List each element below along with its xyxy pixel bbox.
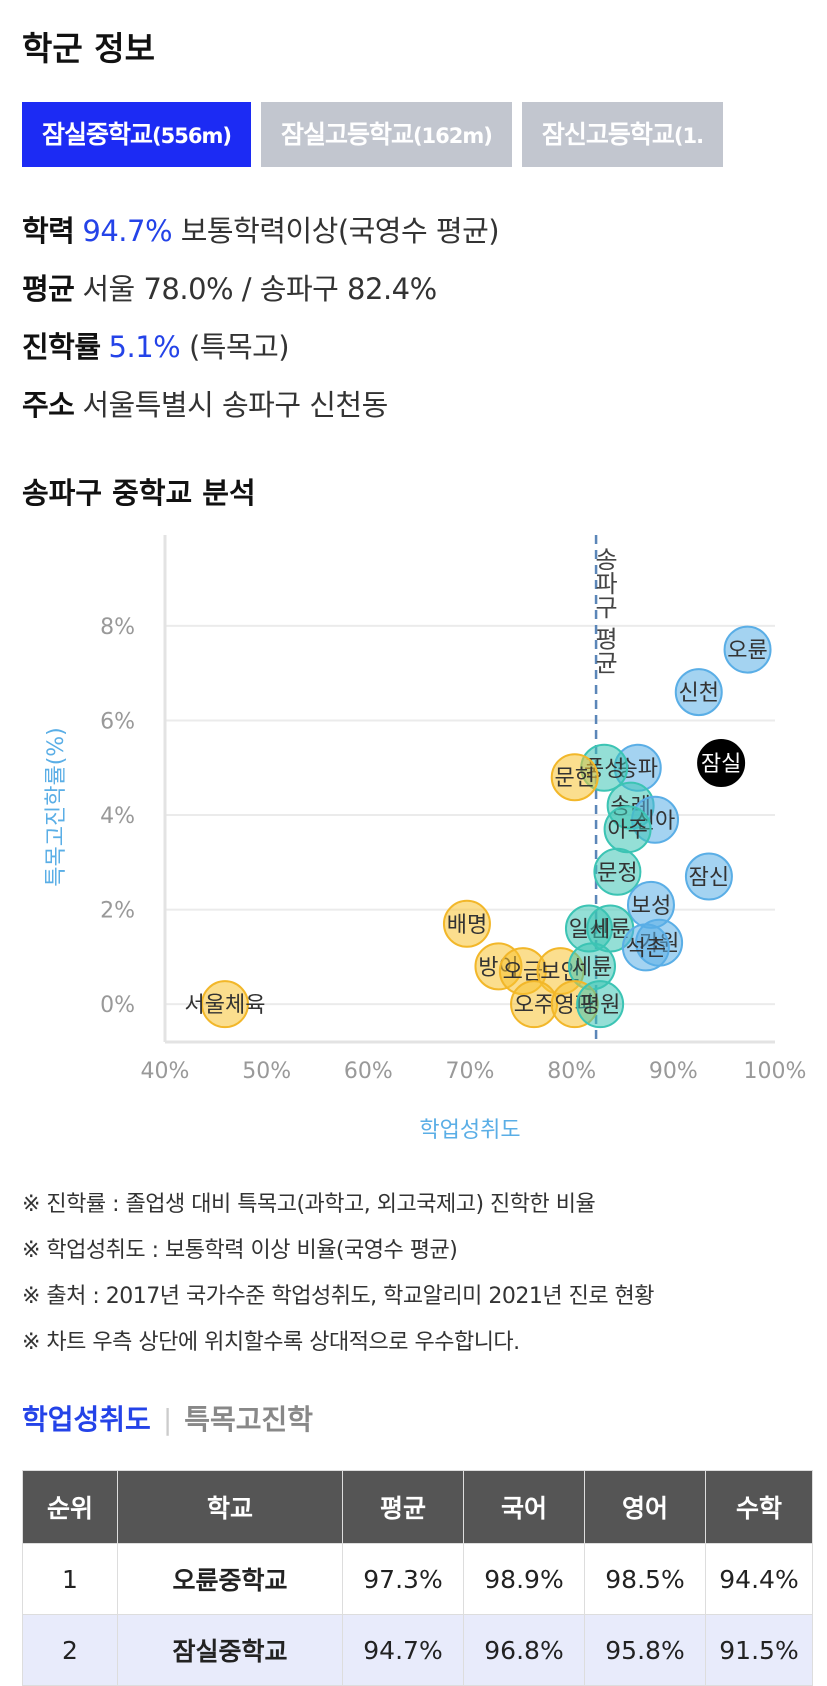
- data-point-label: 신천: [679, 681, 719, 706]
- data-point: [723, 625, 772, 674]
- x-tick-label: 70%: [446, 1059, 495, 1084]
- col-korean: 국어: [463, 1470, 585, 1544]
- note-item: ※ 출처 : 2017년 국가수준 학업성취도, 학교알리미 2021년 진로 …: [22, 1284, 655, 1309]
- table-row: 2 잠실중학교 94.7% 96.8% 95.8% 91.5%: [22, 1614, 813, 1686]
- note-item: ※ 진학률 : 졸업생 대비 특목고(과학고, 외고국제고) 진학한 비율: [22, 1192, 596, 1217]
- y-tick-label: 6%: [100, 709, 135, 734]
- average-label: 평균: [22, 272, 75, 306]
- y-tick-label: 8%: [100, 615, 135, 640]
- x-tick-label: 40%: [141, 1059, 190, 1084]
- tab-name: 잠실중학교: [42, 120, 153, 149]
- cell-korean: 96.8%: [463, 1614, 585, 1686]
- data-point-label: 세륜: [572, 955, 612, 980]
- cell-english: 95.8%: [584, 1614, 706, 1686]
- x-tick-label: 50%: [242, 1059, 291, 1084]
- data-point: [442, 899, 491, 948]
- y-axis-label: 특목고진학률(%): [44, 727, 69, 887]
- y-tick-label: 4%: [100, 804, 135, 829]
- note-item: ※ 학업성취도 : 보통학력 이상 비율(국영수 평균): [22, 1238, 458, 1263]
- x-axis-label: 학업성취도: [419, 1118, 520, 1143]
- table-row: 1 오륜중학교 97.3% 98.9% 98.5% 94.4%: [22, 1543, 813, 1615]
- cell-math: 91.5%: [705, 1614, 813, 1686]
- academic-value: 94.7%: [82, 214, 173, 248]
- data-point-label: 오주: [514, 993, 554, 1018]
- reference-line-label: 송파구 평균: [590, 547, 618, 675]
- tab-distance: (162m): [412, 124, 493, 148]
- data-point-label: 평원: [580, 993, 620, 1018]
- note-item: ※ 차트 우측 상단에 위치할수록 상대적으로 우수합니다.: [22, 1330, 520, 1355]
- scatter-chart: 0%2%4%6%8%40% 50% 60% 70% 80% 90% 100% 송파구 평균 …: [44, 535, 806, 1143]
- tab-jamsin-high[interactable]: 잠신고등학교(1.: [521, 102, 724, 167]
- subtab-academic[interactable]: 학업성취도: [22, 1403, 151, 1436]
- x-tick-label: 90%: [649, 1059, 698, 1084]
- rate-value: 5.1%: [108, 330, 181, 364]
- tab-jamsil-high[interactable]: 잠실고등학교(162m): [260, 102, 512, 167]
- analysis-title: 송파구 중학교 분석: [22, 476, 256, 510]
- chart-axes: 0% 2% 4% 6% 8% 40% 50% 60% 70% 80% 90% 100%: [100, 535, 806, 1084]
- address-row: 주소 서울특별시 송파구 신천동: [22, 382, 388, 424]
- subtab-separator: |: [162, 1403, 173, 1436]
- data-point: [200, 980, 249, 1029]
- cell-korean: 98.9%: [463, 1543, 585, 1615]
- data-point-label: 문정: [597, 861, 637, 886]
- data-point: [576, 980, 625, 1029]
- col-school: 학교: [117, 1470, 343, 1544]
- data-point-label: 보성: [631, 894, 671, 919]
- average-row: 평균 서울 78.0% / 송파구 82.4%: [22, 266, 437, 308]
- data-point-label: 배명: [447, 913, 487, 938]
- academic-desc: 보통학력이상(국영수 평균): [180, 214, 500, 248]
- rate-row: 진학률 5.1% (특목고): [22, 324, 290, 366]
- school-tabs: 잠실중학교(556m) 잠실고등학교(162m) 잠신고등학교(1.: [22, 102, 813, 167]
- data-point-label: 잠실: [701, 752, 741, 777]
- table-header-row: 순위 학교 평균 국어 영어 수학: [22, 1470, 813, 1544]
- cell-school: 잠실중학교: [117, 1614, 343, 1686]
- cell-rank: 1: [22, 1543, 118, 1615]
- data-point: [593, 847, 642, 896]
- cell-average: 94.7%: [342, 1614, 464, 1686]
- chart-points: 오륜신천송파풍성문현송례신아아주문정잠신보성배명일신세륜가원석촌방이오금보인세륜…: [184, 625, 772, 1029]
- address-label: 주소: [22, 388, 75, 422]
- tab-distance: (1.: [673, 124, 704, 148]
- tab-distance: (556m): [152, 124, 232, 148]
- cell-average: 97.3%: [342, 1543, 464, 1615]
- col-english: 영어: [584, 1470, 706, 1544]
- x-tick-label: 60%: [344, 1059, 393, 1084]
- cell-school: 오륜중학교: [117, 1543, 343, 1615]
- rate-label: 진학률: [22, 330, 101, 364]
- data-point: [697, 739, 746, 788]
- average-value: 서울 78.0% / 송파구 82.4%: [82, 272, 437, 306]
- data-point: [550, 753, 599, 802]
- tab-name: 잠실고등학교: [280, 120, 414, 149]
- y-tick-label: 0%: [100, 993, 135, 1018]
- cell-english: 98.5%: [584, 1543, 706, 1615]
- x-tick-label: 100%: [744, 1059, 807, 1084]
- academic-label: 학력: [22, 214, 75, 248]
- ranking-subtabs: 학업성취도 | 특목고진학: [22, 1398, 313, 1438]
- data-point: [621, 923, 670, 972]
- data-point: [674, 668, 723, 717]
- col-rank: 순위: [22, 1470, 118, 1544]
- cell-math: 94.4%: [705, 1543, 813, 1615]
- data-point: [684, 852, 733, 901]
- data-point-label: 잠신: [689, 866, 729, 891]
- notes: ※ 진학률 : 졸업생 대비 특목고(과학고, 외고국제고) 진학한 비율 ※ …: [22, 1182, 655, 1366]
- y-tick-label: 2%: [100, 899, 135, 924]
- data-point-label: 오륜: [727, 639, 767, 664]
- x-tick-label: 80%: [547, 1059, 596, 1084]
- subtab-special[interactable]: 특목고진학: [184, 1403, 314, 1436]
- school-district-title: 학군 정보: [22, 29, 155, 68]
- data-point-label: 문현: [554, 766, 594, 791]
- data-point-label: 석촌: [626, 936, 666, 961]
- data-point-label: 서울체육: [184, 993, 265, 1018]
- ranking-table: 순위 학교 평균 국어 영어 수학 1 오륜중학교 97.3% 98.9% 98…: [22, 1470, 813, 1686]
- academic-row: 학력 94.7% 보통학력이상(국영수 평균): [22, 208, 500, 250]
- tab-jamsil-middle[interactable]: 잠실중학교(556m): [22, 102, 251, 167]
- address-value: 서울특별시 송파구 신천동: [82, 388, 388, 422]
- col-math: 수학: [705, 1470, 813, 1544]
- data-point-label: 아주: [607, 818, 647, 843]
- cell-rank: 2: [22, 1614, 118, 1686]
- tab-name: 잠신고등학교: [541, 120, 675, 149]
- col-average: 평균: [342, 1470, 464, 1544]
- rate-desc: (특목고): [188, 330, 290, 364]
